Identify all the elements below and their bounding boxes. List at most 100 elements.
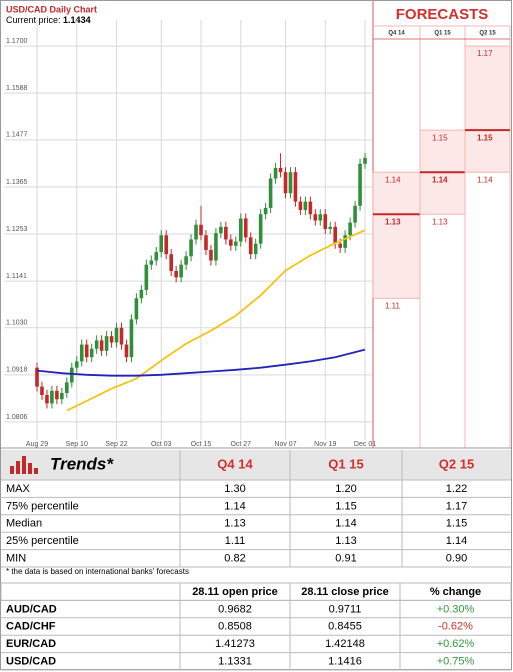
candle-body [169, 254, 173, 271]
y-tick-label: 1.1700 [6, 38, 28, 45]
trends-value: 1.15 [446, 518, 467, 530]
trends-value: 1.15 [335, 500, 356, 512]
moving-average [66, 229, 366, 412]
candle-body [134, 298, 139, 320]
y-tick-label: 1.1588 [6, 85, 28, 92]
trends-row-label: 25% percentile [6, 535, 79, 547]
candle-body [229, 239, 233, 246]
y-tick-label: 1.0806 [6, 414, 28, 421]
candle-body [348, 222, 352, 236]
candle-body [224, 226, 228, 240]
candle-body [238, 218, 243, 242]
prices-value: 0.9682 [218, 603, 252, 615]
x-tick-label: Nov 19 [314, 441, 336, 448]
forecast-range [372, 171, 421, 299]
candle-body [283, 172, 288, 194]
candle-body [35, 367, 39, 387]
candle-body [363, 157, 367, 164]
y-tick-label: 1.1030 [6, 320, 28, 327]
candle-body [114, 327, 119, 343]
prices-value: 0.9711 [329, 603, 362, 615]
x-tick-label: Dec 01 [354, 441, 376, 448]
y-tick-label: 1.1477 [6, 132, 28, 139]
trends-column-header: Q2 15 [439, 456, 474, 471]
x-tick-label: Sep 10 [66, 441, 88, 448]
candle-body [333, 226, 337, 244]
forecast-label: 1.11 [385, 301, 401, 310]
forecast-label: 1.15 [477, 133, 493, 142]
candle-body [303, 201, 308, 211]
prices-value: -0.62% [438, 621, 473, 633]
candle-body [199, 224, 203, 236]
candle-body [268, 178, 273, 208]
prices-column-header: 28.11 close price [301, 586, 388, 598]
trends-value: 1.14 [335, 518, 356, 530]
candle-body [99, 340, 104, 351]
trends-icon [10, 456, 38, 474]
footnote: * the data is based on international ban… [6, 567, 189, 576]
candle-body [258, 214, 263, 244]
candle-body [343, 235, 347, 248]
candle-body [119, 327, 124, 345]
forecast-label: 1.15 [432, 133, 448, 142]
forecast-label: 1.14 [432, 175, 448, 184]
forecasts-title: FORECASTS [396, 6, 489, 23]
forecast-label: 1.17 [477, 49, 493, 58]
candle-body [273, 167, 278, 179]
prices-value: 1.1331 [218, 656, 252, 668]
forecast-range [464, 45, 511, 173]
trends-column-header: Q1 15 [328, 456, 363, 471]
prices-row-label: USD/CAD [6, 656, 56, 668]
candle-body [204, 235, 208, 250]
candle-body [308, 201, 313, 215]
candle-body [154, 252, 159, 261]
candle-body [278, 167, 283, 173]
candle-body [298, 201, 303, 211]
trends-value: 1.17 [446, 500, 467, 512]
current-price: Current price: 1.1434 [6, 15, 91, 25]
chart-title: USD/CAD Daily Chart [6, 4, 97, 14]
forecast-column-header: Q1 15 [434, 31, 451, 37]
y-tick-label: 1.1141 [6, 273, 27, 280]
prices-row-label: EUR/CAD [6, 638, 56, 650]
trends-value: 0.91 [335, 553, 356, 565]
candle-body [139, 289, 144, 299]
prices-value: 1.41273 [215, 638, 255, 650]
y-tick-label: 1.0918 [6, 367, 28, 374]
x-tick-label: Oct 15 [191, 441, 212, 448]
prices-column-header: % change [430, 586, 481, 598]
candle-body [89, 348, 94, 358]
candle-body [293, 172, 298, 202]
forecast-label: 1.13 [385, 217, 401, 226]
candle-body [149, 260, 154, 265]
candle-body [209, 249, 213, 261]
candle-body [84, 344, 89, 358]
prices-value: +0.75% [437, 656, 475, 668]
candle-body [40, 386, 44, 396]
current-price-label: Current price: [6, 15, 61, 25]
forecast-label: 1.13 [432, 217, 448, 226]
trends-value: 1.13 [335, 535, 356, 547]
candle-body [184, 256, 188, 265]
candle-body [313, 214, 318, 221]
candle-body [124, 344, 129, 358]
candle-body [194, 224, 198, 240]
candle-body [353, 205, 357, 223]
moving-average [36, 348, 366, 377]
x-tick-label: Aug 29 [26, 441, 48, 448]
candle-body [214, 233, 218, 261]
trends-header-bg [1, 450, 511, 480]
trends-value: 1.30 [224, 483, 245, 495]
trends-row-label: Median [6, 518, 42, 530]
prices-column-header: 28.11 open price [192, 586, 278, 598]
prices-value: 1.42148 [325, 638, 365, 650]
trends-value: 1.22 [446, 483, 467, 495]
candle-body [94, 340, 99, 349]
candle-body [253, 243, 258, 255]
candle-body [248, 237, 253, 255]
candle-body [55, 390, 59, 400]
trends-row-label: 75% percentile [6, 500, 79, 512]
forecast-column-header: Q4 14 [388, 31, 405, 37]
candle-body [79, 344, 84, 362]
